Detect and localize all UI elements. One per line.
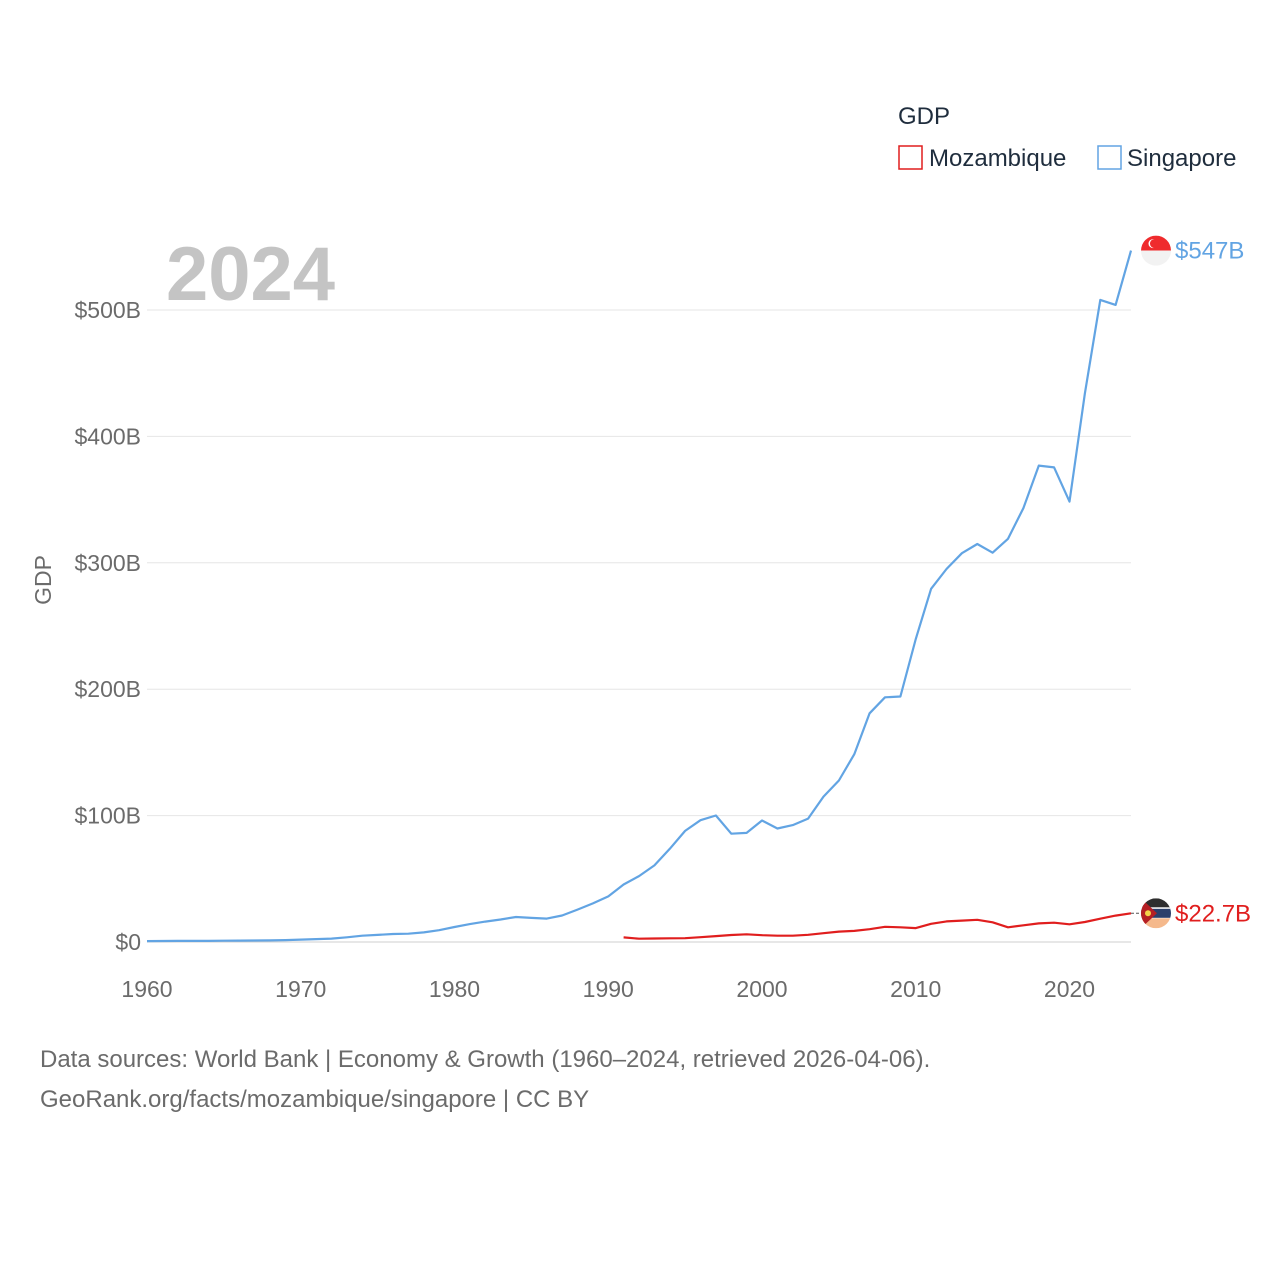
x-axis-ticks: 1960 1970 1980 1990 2000 2010 2020 bbox=[121, 976, 1095, 1002]
y-axis-ticks: $0 $100B $200B $300B $400B $500B bbox=[74, 297, 141, 955]
year-label: 2024 bbox=[166, 232, 335, 317]
legend-swatch-singapore[interactable] bbox=[1097, 145, 1122, 170]
x-tick-label: 1960 bbox=[121, 976, 172, 1002]
x-tick-label: 2010 bbox=[890, 976, 941, 1002]
legend: GDP Mozambique Singapore bbox=[898, 103, 1236, 172]
footer-sources: Data sources: World Bank | Economy & Gro… bbox=[40, 1046, 931, 1073]
y-tick-label: $200B bbox=[74, 676, 141, 702]
y-tick-label: $400B bbox=[74, 423, 141, 449]
y-axis-label: GDP bbox=[30, 555, 56, 605]
end-label-singapore: $547B bbox=[1175, 238, 1244, 265]
series-line-mozambique[interactable] bbox=[623, 912, 1132, 940]
x-tick-label: 1970 bbox=[275, 976, 326, 1002]
end-markers: $22.7B $547B bbox=[1131, 235, 1251, 929]
legend-label-mozambique[interactable]: Mozambique bbox=[929, 145, 1066, 172]
mozambique-flag-icon bbox=[1141, 898, 1171, 929]
series-lines bbox=[146, 250, 1133, 943]
gridlines bbox=[147, 309, 1131, 943]
y-tick-label: $0 bbox=[115, 929, 141, 955]
y-tick-label: $500B bbox=[74, 297, 141, 323]
legend-title: GDP bbox=[898, 103, 950, 130]
y-tick-label: $300B bbox=[74, 550, 141, 576]
x-tick-label: 2020 bbox=[1044, 976, 1095, 1002]
y-tick-label: $100B bbox=[74, 803, 141, 829]
legend-label-singapore[interactable]: Singapore bbox=[1127, 145, 1236, 172]
x-tick-label: 2000 bbox=[736, 976, 787, 1002]
singapore-flag-icon bbox=[1141, 235, 1171, 266]
end-label-mozambique: $22.7B bbox=[1175, 900, 1251, 927]
x-tick-label: 1990 bbox=[583, 976, 634, 1002]
series-line-singapore[interactable] bbox=[146, 250, 1133, 943]
legend-swatch-mozambique[interactable] bbox=[898, 145, 923, 170]
x-tick-label: 1980 bbox=[429, 976, 480, 1002]
footer-attribution: GeoRank.org/facts/mozambique/singapore |… bbox=[40, 1086, 590, 1113]
